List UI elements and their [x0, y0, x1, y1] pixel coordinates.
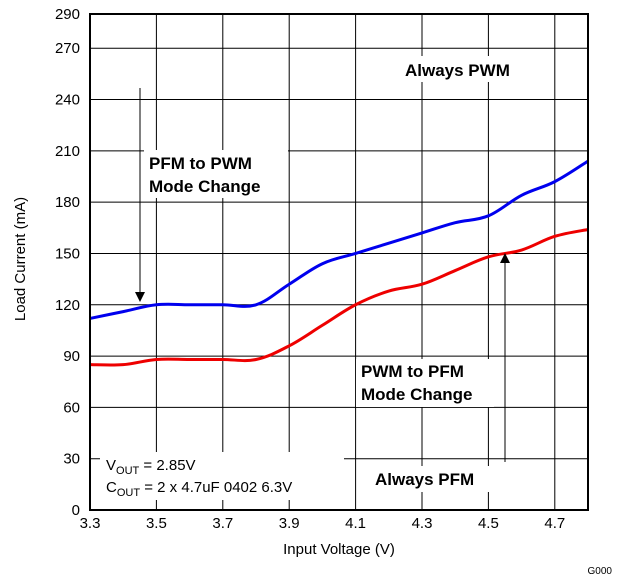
x-tick-label: 4.5	[478, 515, 499, 532]
pfm-to-pwm-bg	[144, 150, 288, 198]
always-pfm-label: Always PFM	[375, 470, 474, 489]
y-tick-labels: 0 30 60 90 120 150 180 210 240 270 290	[55, 6, 80, 519]
conditions-bg	[100, 452, 344, 500]
x-tick-label: 3.3	[80, 515, 101, 532]
figure-code: G000	[588, 566, 613, 577]
y-tick-label: 150	[55, 245, 80, 262]
y-tick-label: 90	[63, 348, 80, 365]
x-tick-label: 4.1	[345, 515, 366, 532]
series-line-1	[89, 228, 589, 367]
y-tick-label: 120	[55, 297, 80, 314]
pfm-to-pwm-label-line2: Mode Change	[149, 177, 260, 196]
pwm-to-pfm-label-line1: PWM to PFM	[361, 362, 464, 381]
pwm-to-pfm-label-line2: Mode Change	[361, 385, 472, 404]
x-tick-label: 3.9	[279, 515, 300, 532]
x-tick-label: 4.7	[544, 515, 565, 532]
y-tick-label: 290	[55, 6, 80, 23]
x-tick-label: 3.5	[146, 515, 167, 532]
gridlines	[90, 14, 588, 510]
y-tick-label: 30	[63, 451, 80, 468]
y-tick-label: 180	[55, 194, 80, 211]
always-pfm-bg	[368, 466, 502, 492]
y-tick-label: 270	[55, 40, 80, 57]
x-axis-title: Input Voltage (V)	[283, 541, 395, 558]
vout-condition: VOUT = 2.85V	[106, 457, 196, 477]
y-axis-title: Load Current (mA)	[12, 197, 29, 321]
y-tick-label: 210	[55, 143, 80, 160]
plot-frame	[89, 13, 589, 511]
cout-condition: COUT = 2 x 4.7uF 0402 6.3V	[106, 479, 292, 499]
y-tick-label: 240	[55, 92, 80, 109]
x-tick-label: 3.7	[212, 515, 233, 532]
y-tick-label: 0	[72, 502, 80, 519]
y-tick-label: 60	[63, 399, 80, 416]
x-tick-label: 4.3	[412, 515, 433, 532]
always-pwm-bg	[398, 56, 538, 82]
series-line-0	[89, 159, 589, 320]
pfm-to-pwm-label-line1: PFM to PWM	[149, 154, 252, 173]
always-pwm-label: Always PWM	[405, 61, 510, 80]
x-tick-labels: 3.3 3.5 3.7 3.9 4.1 4.3 4.5 4.7	[80, 515, 566, 532]
pwm-to-pfm-bg	[356, 359, 494, 407]
